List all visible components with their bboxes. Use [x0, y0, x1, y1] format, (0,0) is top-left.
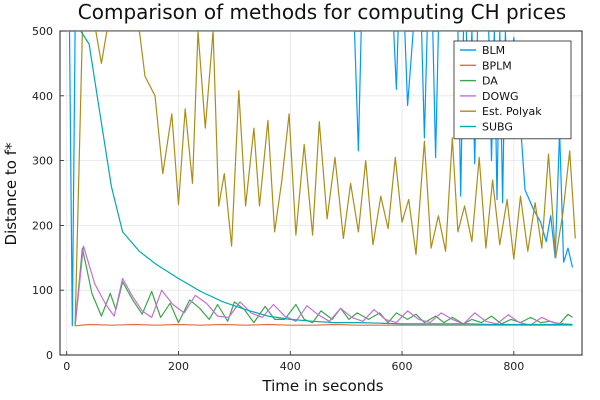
series-line-est-polyak: [74, 31, 576, 326]
y-tick-label: 400: [32, 90, 53, 103]
series-line-subg: [75, 31, 573, 326]
chart-title: Comparison of methods for computing CH p…: [78, 0, 566, 24]
x-tick-label: 800: [503, 360, 524, 373]
x-tick-label: 200: [168, 360, 189, 373]
legend-label-bplm: BPLM: [482, 59, 512, 72]
legend-label-est-polyak: Est. Polyak: [482, 105, 542, 118]
y-tick-label: 200: [32, 219, 53, 232]
legend-label-subg: SUBG: [482, 121, 513, 134]
y-axis: 0 100 200 300 400 500: [32, 25, 64, 362]
legend-label-dowg: DOWG: [482, 90, 519, 103]
y-tick-label: 500: [32, 25, 53, 38]
y-axis-label: Distance to f*: [2, 142, 20, 245]
x-tick-label: 0: [63, 360, 70, 373]
legend: BLM BPLM DA DOWG Est. Polyak SUBG: [453, 40, 572, 140]
y-tick-label: 300: [32, 155, 53, 168]
series-line-bplm: [75, 323, 573, 327]
x-axis-label: Time in seconds: [261, 377, 383, 395]
y-tick-label: 0: [46, 349, 53, 362]
series-line-da: [74, 247, 573, 326]
series-line-dowg: [74, 245, 573, 326]
x-tick-label: 400: [280, 360, 301, 373]
y-tick-label: 100: [32, 284, 53, 297]
legend-label-da: DA: [482, 75, 498, 88]
legend-box: [453, 40, 572, 140]
legend-label-blm: BLM: [482, 44, 505, 57]
x-tick-label: 600: [392, 360, 413, 373]
x-axis: 0 200 400 600 800: [63, 351, 524, 373]
